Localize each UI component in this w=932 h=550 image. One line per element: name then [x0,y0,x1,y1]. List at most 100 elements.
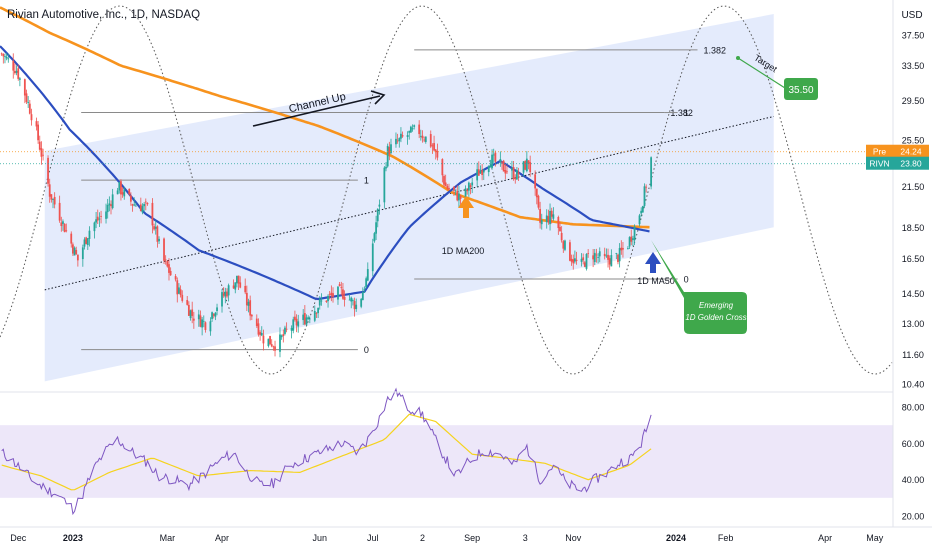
candle-body [459,195,462,199]
candle-body [501,161,503,163]
candle-body [65,230,68,232]
candle-body [108,203,111,206]
candle-body [539,208,542,223]
candle-body [110,204,112,207]
ma50-label: 1D MA50 [637,276,675,286]
candle-body [564,240,566,250]
candle-body [429,134,432,147]
candle-body [28,103,31,114]
candle-body [583,262,586,267]
candle-body [27,102,30,103]
candle-body [47,157,49,184]
chart-title: Rivian Automotive, Inc., 1D, NASDAQ [7,9,200,21]
candle-body [453,186,455,191]
candle-body [383,167,386,203]
candle-body [560,232,563,241]
candles-layer [0,52,653,358]
candle-body [570,258,573,262]
candle-body [511,168,513,171]
candle-body [212,314,215,316]
candle-body [42,154,44,156]
rsi-tick-label: 40.00 [902,475,925,485]
candle-body [313,311,316,321]
candle-body [60,222,63,226]
candle-body [76,254,79,261]
candle-body [308,318,311,320]
candle-body [305,317,308,325]
candle-body [176,280,179,295]
candle-body [290,327,293,331]
candle-body [487,166,490,173]
candle-body [337,286,339,300]
candle-body [516,169,518,180]
candle-body [15,70,18,73]
candle-body [48,184,51,197]
rsi-tick-label: 20.00 [902,512,925,522]
candle-body [608,258,611,265]
candle-body [643,186,646,207]
candle-body [517,172,520,175]
channel-up-arrowhead [370,90,386,105]
candle-body [93,222,96,232]
candle-body [153,226,155,230]
candle-body [433,143,435,151]
candle-body [400,133,402,139]
time-tick-label: 2024 [666,533,686,543]
time-axis[interactable]: Dec 2023 Mar Apr Jun Jul 2 Sep 3 Nov 2024 Feb Apr May [10,533,884,543]
candle-body [318,299,321,306]
candle-body [123,189,126,197]
price-axis[interactable]: 37.50 33.50 29.50 25.50 21.50 18.50 16.50 14.50… [0,31,929,522]
candle-body [456,190,459,201]
candle-body [250,314,253,317]
ma200-label: 1D MA200 [442,246,485,256]
candle-body [133,204,136,206]
candle-body [524,161,527,170]
candle-body [615,253,618,254]
candle-body [226,291,228,297]
candle-body [627,248,629,250]
time-tick-label: Sep [464,533,480,543]
candle-body [5,56,8,59]
time-tick-label: Jul [367,533,379,543]
candle-body [237,275,240,284]
target-connector [737,57,786,89]
candle-body [375,222,377,234]
candle-body [482,170,485,173]
candle-body [620,247,623,251]
candle-body [0,53,3,55]
candle-body [325,300,328,302]
candle-body [163,238,165,261]
candle-body [187,304,190,316]
candle-body [315,312,318,314]
candle-body [18,78,21,80]
candle-body [86,238,89,246]
candle-body [458,193,460,201]
candle-body [257,323,260,335]
candle-body [471,182,474,186]
channel-midline [44,115,774,291]
candle-body [587,253,590,254]
candle-body [227,285,230,296]
candle-body [469,185,472,188]
candle-body [139,204,142,212]
candle-body [88,230,91,239]
candle-body [267,338,270,347]
candle-body [547,216,550,223]
candle-body [597,256,599,258]
pre-value-tag [893,144,929,158]
candle-body [363,289,366,291]
candle-body [650,157,653,187]
candle-body [353,301,356,310]
candle-body [327,295,329,302]
candle-body [154,226,157,229]
candle-body [96,216,99,221]
candle-body [396,140,399,142]
candle-body [489,165,492,168]
time-tick-label: Apr [818,533,832,543]
candle-body [192,318,195,321]
fib-level-label: 1 [364,176,369,186]
candle-body [373,233,376,242]
candle-body [141,206,144,213]
candle-body [395,138,397,145]
